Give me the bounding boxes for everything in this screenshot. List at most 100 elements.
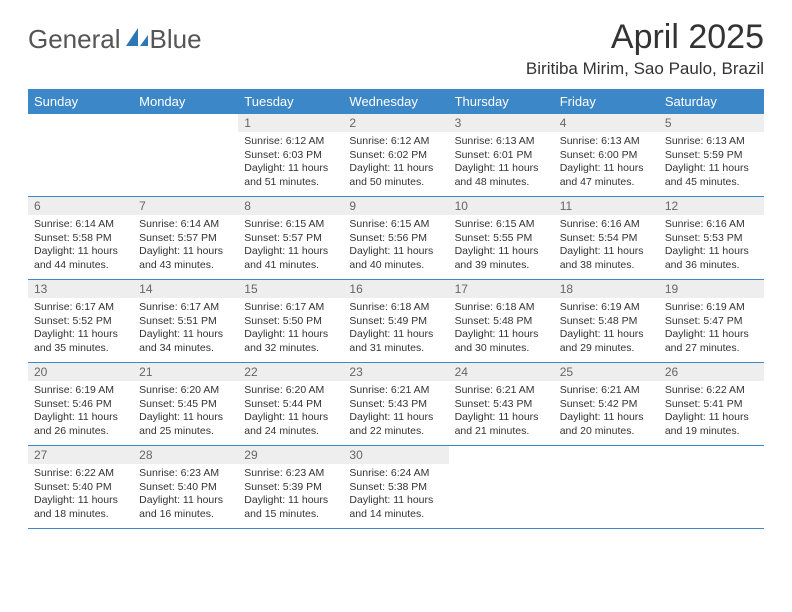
sunset-line: Sunset: 5:44 PM bbox=[244, 398, 337, 412]
day-number: 19 bbox=[659, 280, 764, 298]
sunrise-line: Sunrise: 6:23 AM bbox=[244, 467, 337, 481]
day-cell: 2Sunrise: 6:12 AMSunset: 6:02 PMDaylight… bbox=[343, 114, 448, 196]
day-number: 4 bbox=[554, 114, 659, 132]
day-details: Sunrise: 6:21 AMSunset: 5:42 PMDaylight:… bbox=[554, 381, 659, 443]
day-cell: 3Sunrise: 6:13 AMSunset: 6:01 PMDaylight… bbox=[449, 114, 554, 196]
week-row: 13Sunrise: 6:17 AMSunset: 5:52 PMDayligh… bbox=[28, 280, 764, 363]
day-number: 6 bbox=[28, 197, 133, 215]
day-number: 12 bbox=[659, 197, 764, 215]
daylight-line: Daylight: 11 hours and 18 minutes. bbox=[34, 494, 127, 521]
day-cell: 15Sunrise: 6:17 AMSunset: 5:50 PMDayligh… bbox=[238, 280, 343, 362]
day-cell: 20Sunrise: 6:19 AMSunset: 5:46 PMDayligh… bbox=[28, 363, 133, 445]
day-number: 24 bbox=[449, 363, 554, 381]
day-details: Sunrise: 6:19 AMSunset: 5:46 PMDaylight:… bbox=[28, 381, 133, 443]
day-cell: 23Sunrise: 6:21 AMSunset: 5:43 PMDayligh… bbox=[343, 363, 448, 445]
day-number: 21 bbox=[133, 363, 238, 381]
sunrise-line: Sunrise: 6:21 AM bbox=[560, 384, 653, 398]
daylight-line: Daylight: 11 hours and 27 minutes. bbox=[665, 328, 758, 355]
day-cell: 6Sunrise: 6:14 AMSunset: 5:58 PMDaylight… bbox=[28, 197, 133, 279]
weekday-header: Monday bbox=[133, 89, 238, 114]
sunset-line: Sunset: 5:43 PM bbox=[455, 398, 548, 412]
weekday-header: Wednesday bbox=[343, 89, 448, 114]
weekday-header: Saturday bbox=[659, 89, 764, 114]
sunset-line: Sunset: 5:49 PM bbox=[349, 315, 442, 329]
day-details: Sunrise: 6:18 AMSunset: 5:49 PMDaylight:… bbox=[343, 298, 448, 360]
sunrise-line: Sunrise: 6:13 AM bbox=[665, 135, 758, 149]
day-number: 26 bbox=[659, 363, 764, 381]
weekday-header: Thursday bbox=[449, 89, 554, 114]
day-number: 28 bbox=[133, 446, 238, 464]
day-details: Sunrise: 6:20 AMSunset: 5:45 PMDaylight:… bbox=[133, 381, 238, 443]
day-details: Sunrise: 6:22 AMSunset: 5:40 PMDaylight:… bbox=[28, 464, 133, 526]
day-details: Sunrise: 6:20 AMSunset: 5:44 PMDaylight:… bbox=[238, 381, 343, 443]
sunrise-line: Sunrise: 6:16 AM bbox=[560, 218, 653, 232]
day-cell: 4Sunrise: 6:13 AMSunset: 6:00 PMDaylight… bbox=[554, 114, 659, 196]
daylight-line: Daylight: 11 hours and 41 minutes. bbox=[244, 245, 337, 272]
sunset-line: Sunset: 5:42 PM bbox=[560, 398, 653, 412]
day-cell bbox=[133, 114, 238, 196]
daylight-line: Daylight: 11 hours and 26 minutes. bbox=[34, 411, 127, 438]
day-details: Sunrise: 6:21 AMSunset: 5:43 PMDaylight:… bbox=[449, 381, 554, 443]
day-cell: 22Sunrise: 6:20 AMSunset: 5:44 PMDayligh… bbox=[238, 363, 343, 445]
day-details: Sunrise: 6:17 AMSunset: 5:52 PMDaylight:… bbox=[28, 298, 133, 360]
day-number: 1 bbox=[238, 114, 343, 132]
daylight-line: Daylight: 11 hours and 22 minutes. bbox=[349, 411, 442, 438]
sunrise-line: Sunrise: 6:13 AM bbox=[455, 135, 548, 149]
weekday-header: Tuesday bbox=[238, 89, 343, 114]
day-cell: 30Sunrise: 6:24 AMSunset: 5:38 PMDayligh… bbox=[343, 446, 448, 528]
weekday-header: Friday bbox=[554, 89, 659, 114]
location-subtitle: Biritiba Mirim, Sao Paulo, Brazil bbox=[526, 59, 764, 79]
day-number: 3 bbox=[449, 114, 554, 132]
sunrise-line: Sunrise: 6:20 AM bbox=[244, 384, 337, 398]
sunrise-line: Sunrise: 6:13 AM bbox=[560, 135, 653, 149]
day-details: Sunrise: 6:19 AMSunset: 5:47 PMDaylight:… bbox=[659, 298, 764, 360]
daylight-line: Daylight: 11 hours and 24 minutes. bbox=[244, 411, 337, 438]
daylight-line: Daylight: 11 hours and 50 minutes. bbox=[349, 162, 442, 189]
day-details: Sunrise: 6:18 AMSunset: 5:48 PMDaylight:… bbox=[449, 298, 554, 360]
daylight-line: Daylight: 11 hours and 29 minutes. bbox=[560, 328, 653, 355]
sunset-line: Sunset: 6:01 PM bbox=[455, 149, 548, 163]
day-number: 9 bbox=[343, 197, 448, 215]
sunrise-line: Sunrise: 6:22 AM bbox=[665, 384, 758, 398]
day-details: Sunrise: 6:16 AMSunset: 5:53 PMDaylight:… bbox=[659, 215, 764, 277]
sunset-line: Sunset: 5:58 PM bbox=[34, 232, 127, 246]
week-row: 27Sunrise: 6:22 AMSunset: 5:40 PMDayligh… bbox=[28, 446, 764, 529]
sunset-line: Sunset: 5:55 PM bbox=[455, 232, 548, 246]
logo-text-2: Blue bbox=[150, 24, 202, 55]
day-number: 29 bbox=[238, 446, 343, 464]
day-details: Sunrise: 6:17 AMSunset: 5:50 PMDaylight:… bbox=[238, 298, 343, 360]
sunset-line: Sunset: 5:56 PM bbox=[349, 232, 442, 246]
day-details: Sunrise: 6:14 AMSunset: 5:57 PMDaylight:… bbox=[133, 215, 238, 277]
daylight-line: Daylight: 11 hours and 21 minutes. bbox=[455, 411, 548, 438]
sunrise-line: Sunrise: 6:19 AM bbox=[560, 301, 653, 315]
sunset-line: Sunset: 5:54 PM bbox=[560, 232, 653, 246]
sunrise-line: Sunrise: 6:16 AM bbox=[665, 218, 758, 232]
day-cell: 26Sunrise: 6:22 AMSunset: 5:41 PMDayligh… bbox=[659, 363, 764, 445]
sunset-line: Sunset: 5:57 PM bbox=[139, 232, 232, 246]
sunrise-line: Sunrise: 6:18 AM bbox=[349, 301, 442, 315]
sunset-line: Sunset: 6:02 PM bbox=[349, 149, 442, 163]
logo-text-1: General bbox=[28, 24, 121, 55]
sunrise-line: Sunrise: 6:20 AM bbox=[139, 384, 232, 398]
daylight-line: Daylight: 11 hours and 45 minutes. bbox=[665, 162, 758, 189]
daylight-line: Daylight: 11 hours and 35 minutes. bbox=[34, 328, 127, 355]
sunrise-line: Sunrise: 6:12 AM bbox=[244, 135, 337, 149]
daylight-line: Daylight: 11 hours and 44 minutes. bbox=[34, 245, 127, 272]
sunrise-line: Sunrise: 6:21 AM bbox=[349, 384, 442, 398]
day-details: Sunrise: 6:24 AMSunset: 5:38 PMDaylight:… bbox=[343, 464, 448, 526]
day-details: Sunrise: 6:21 AMSunset: 5:43 PMDaylight:… bbox=[343, 381, 448, 443]
day-cell: 14Sunrise: 6:17 AMSunset: 5:51 PMDayligh… bbox=[133, 280, 238, 362]
day-cell: 12Sunrise: 6:16 AMSunset: 5:53 PMDayligh… bbox=[659, 197, 764, 279]
sunset-line: Sunset: 6:03 PM bbox=[244, 149, 337, 163]
daylight-line: Daylight: 11 hours and 51 minutes. bbox=[244, 162, 337, 189]
day-number: 13 bbox=[28, 280, 133, 298]
daylight-line: Daylight: 11 hours and 15 minutes. bbox=[244, 494, 337, 521]
sunrise-line: Sunrise: 6:17 AM bbox=[139, 301, 232, 315]
day-details: Sunrise: 6:22 AMSunset: 5:41 PMDaylight:… bbox=[659, 381, 764, 443]
sunrise-line: Sunrise: 6:19 AM bbox=[665, 301, 758, 315]
day-details: Sunrise: 6:12 AMSunset: 6:03 PMDaylight:… bbox=[238, 132, 343, 194]
day-number: 5 bbox=[659, 114, 764, 132]
day-number: 23 bbox=[343, 363, 448, 381]
daylight-line: Daylight: 11 hours and 20 minutes. bbox=[560, 411, 653, 438]
daylight-line: Daylight: 11 hours and 31 minutes. bbox=[349, 328, 442, 355]
